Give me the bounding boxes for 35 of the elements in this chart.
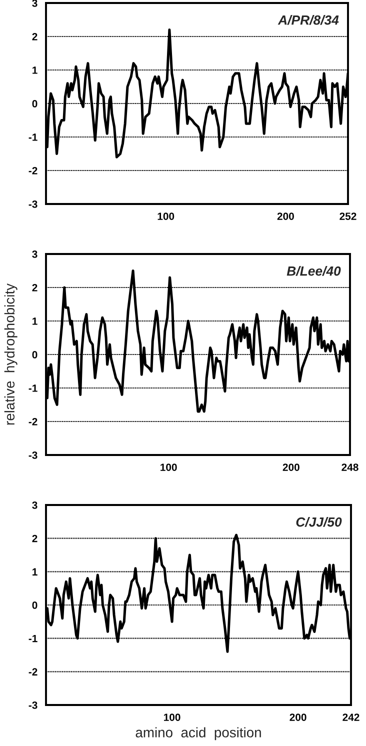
y-tick-label: 0 [32,351,38,358]
y-tick-label: 2 [32,284,38,292]
y-tick-label: -1 [28,634,38,642]
text: A/PR/8/34 [278,15,339,25]
y-tick-label: -3 [28,200,38,208]
x-tick-label: 242 [342,714,360,721]
y-axis-title: relative hydrophobicity [4,283,18,425]
x-tick-label: 200 [282,464,300,471]
x-tick-label: 200 [290,714,306,721]
x-axis-title: amino acid position [136,727,261,740]
y-tick-label: 3 [32,0,38,7]
y-tick-label: -3 [28,702,38,709]
y-tick-label: 3 [32,502,38,509]
y-tick-label: -1 [28,134,38,141]
y-tick-label: -2 [28,167,38,174]
y-tick-label: 2 [32,33,38,40]
y-tick-label: 1 [32,568,38,576]
y-tick-label: 2 [32,534,38,542]
x-tick-label: 248 [342,464,358,471]
x-tick-label: 200 [277,212,294,220]
text: B/Lee/40 [286,266,341,276]
y-tick-label: -2 [28,418,38,426]
x-tick-label: 252 [340,212,356,220]
x-tick-label: 100 [160,464,177,471]
y-tick-label: -1 [28,384,38,392]
y-tick-label: 3 [32,250,38,258]
x-tick-label: 100 [158,212,174,220]
y-tick-label: -2 [28,668,38,676]
y-tick-label: 0 [32,100,38,108]
y-tick-label: -3 [28,452,38,459]
x-tick-label: 100 [164,714,180,721]
y-tick-label: 0 [32,602,38,609]
y-tick-label: 1 [32,318,38,325]
text: C/JJ/50 [296,517,342,527]
y-tick-label: 1 [32,66,38,74]
